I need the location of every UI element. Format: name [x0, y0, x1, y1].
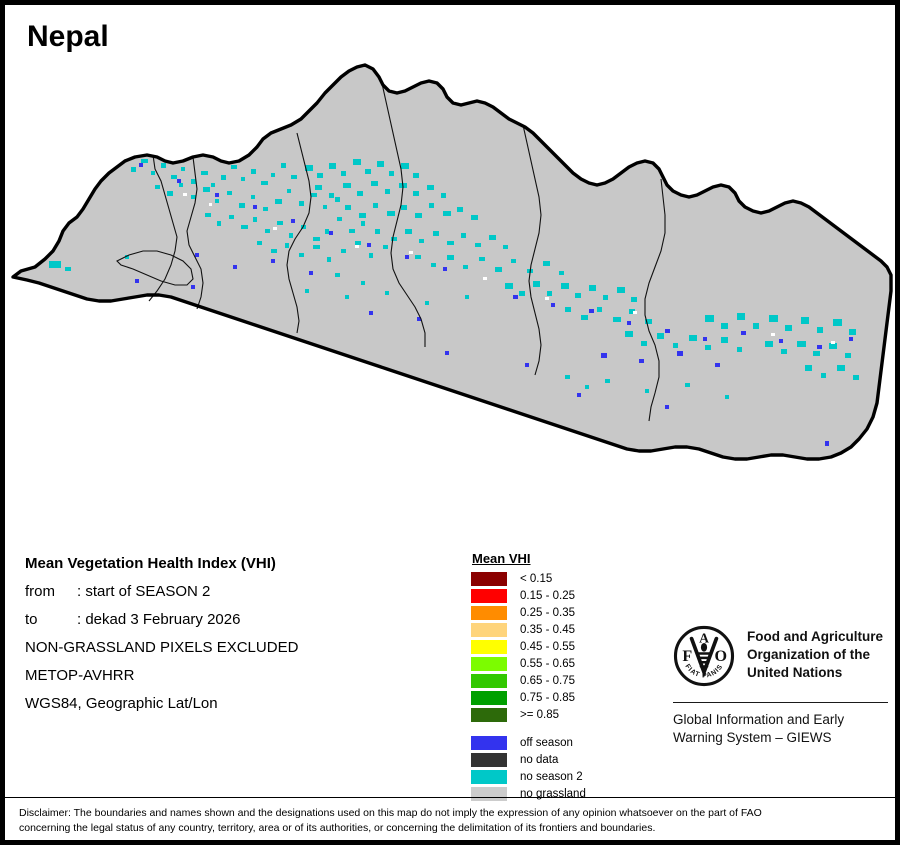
map-metadata: Mean Vegetation Health Index (VHI) from … [25, 555, 445, 723]
disclaimer-line1: Disclaimer: The boundaries and names sho… [19, 807, 762, 819]
legend-class-row: >= 0.85 [471, 706, 651, 723]
svg-text:F: F [682, 648, 692, 665]
metadata-sensor: METOP-AVHRR [25, 667, 135, 684]
disclaimer: Disclaimer: The boundaries and names sho… [19, 806, 879, 836]
legend-special-label: no data [520, 753, 559, 766]
legend-special-row: off season [471, 734, 651, 751]
legend-class-swatch [471, 571, 507, 586]
legend-special-label: off season [520, 736, 573, 749]
giews-name: Global Information and Early Warning Sys… [673, 711, 888, 747]
legend-class-swatch [471, 690, 507, 705]
legend-class-swatch [471, 707, 507, 722]
legend-class-label: 0.25 - 0.35 [520, 606, 575, 619]
map-canvas[interactable] [5, 45, 895, 545]
metadata-to-value: : dekad 3 February 2026 [77, 611, 241, 628]
fao-org-line2: Organization of the [747, 647, 870, 663]
legend-class-swatch [471, 639, 507, 654]
map-landmass [13, 65, 891, 459]
legend-class-label: 0.15 - 0.25 [520, 589, 575, 602]
legend-class-label: 0.65 - 0.75 [520, 674, 575, 687]
legend-class-label: 0.55 - 0.65 [520, 657, 575, 670]
metadata-exclusion: NON-GRASSLAND PIXELS EXCLUDED [25, 639, 299, 656]
giews-line2: Warning System – GIEWS [673, 730, 832, 746]
legend-special-label: no grassland [520, 787, 586, 800]
legend-class-row: 0.15 - 0.25 [471, 587, 651, 604]
legend-class-row: 0.45 - 0.55 [471, 638, 651, 655]
legend-class-row: 0.75 - 0.85 [471, 689, 651, 706]
svg-text:O: O [714, 648, 727, 665]
fao-org-line1: Food and Agriculture [747, 629, 883, 644]
metadata-to-row: to : dekad 3 February 2026 [25, 611, 445, 628]
legend-title: Mean VHI [472, 551, 531, 566]
page-title: Nepal [27, 20, 109, 53]
metadata-from-key: from [25, 583, 55, 600]
legend-special-swatch [471, 752, 507, 767]
legend-class-row: 0.35 - 0.45 [471, 621, 651, 638]
map-legend: Mean VHI < 0.15 0.15 - 0.25 0.25 - 0.35 0.3… [471, 551, 651, 802]
fao-org-line3: United Nations [747, 665, 843, 681]
legend-class-swatch [471, 673, 507, 688]
legend-class-swatch [471, 588, 507, 603]
fao-logo-icon: F A O FIAT PANIS [673, 625, 735, 692]
legend-class-row: 0.55 - 0.65 [471, 655, 651, 672]
disclaimer-line2: concerning the legal status of any count… [19, 822, 656, 835]
legend-class-swatch [471, 656, 507, 671]
giews-line1: Global Information and Early [673, 712, 845, 727]
legend-class-row: 0.65 - 0.75 [471, 672, 651, 689]
disclaimer-divider [5, 797, 895, 798]
legend-special-label: no season 2 [520, 770, 583, 783]
metadata-from-row: from : start of SEASON 2 [25, 583, 445, 600]
legend-class-label: 0.35 - 0.45 [520, 623, 575, 636]
legend-class-list: < 0.15 0.15 - 0.25 0.25 - 0.35 0.35 - 0.45 0… [471, 570, 651, 723]
legend-class-label: 0.75 - 0.85 [520, 691, 575, 704]
legend-special-swatch [471, 786, 507, 801]
legend-special-row: no data [471, 751, 651, 768]
metadata-projection: WGS84, Geographic Lat/Lon [25, 695, 218, 712]
legend-class-label: >= 0.85 [520, 708, 560, 721]
metadata-title: Mean Vegetation Health Index (VHI) [25, 555, 276, 572]
legend-special-list: off season no data no season 2 no grassland [471, 734, 651, 802]
fao-branding: F A O FIAT PANIS Food and Agriculture Or… [673, 625, 888, 747]
legend-special-swatch [471, 769, 507, 784]
legend-special-swatch [471, 735, 507, 750]
metadata-to-key: to [25, 611, 38, 628]
legend-class-swatch [471, 605, 507, 620]
fao-org-name: Food and Agriculture Organization of the… [747, 625, 883, 683]
legend-class-label: < 0.15 [520, 572, 553, 585]
legend-class-label: 0.45 - 0.55 [520, 640, 575, 653]
legend-class-row: 0.25 - 0.35 [471, 604, 651, 621]
metadata-from-value: : start of SEASON 2 [77, 583, 211, 600]
legend-special-row: no season 2 [471, 768, 651, 785]
legend-class-swatch [471, 622, 507, 637]
legend-special-row: no grassland [471, 785, 651, 802]
map-admin-boundaries [116, 78, 666, 422]
fao-divider [673, 702, 888, 703]
svg-text:A: A [699, 630, 709, 645]
legend-class-row: < 0.15 [471, 570, 651, 587]
